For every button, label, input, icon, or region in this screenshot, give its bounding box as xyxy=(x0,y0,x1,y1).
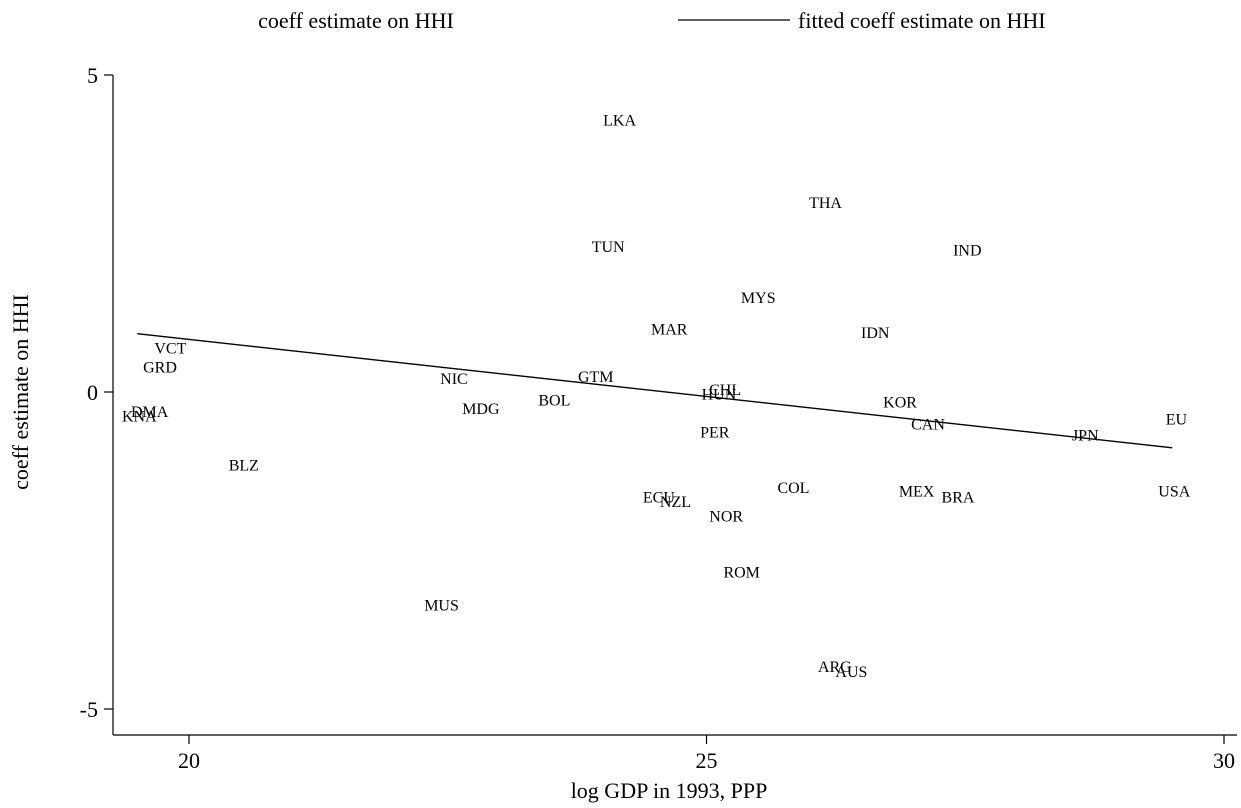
point-label-vct: VCT xyxy=(154,341,186,358)
y-axis-title: coeff estimate on HHI xyxy=(8,294,33,490)
y-tick-label: 0 xyxy=(87,380,98,405)
point-label-bol: BOL xyxy=(538,393,570,410)
point-label-idn: IDN xyxy=(861,325,890,342)
point-label-col: COL xyxy=(777,480,809,497)
point-label-blz: BLZ xyxy=(229,457,259,474)
point-label-aus: AUS xyxy=(835,664,867,681)
y-tick-label: 5 xyxy=(87,63,98,88)
point-label-hun: HUN xyxy=(702,386,737,403)
fitted-line xyxy=(137,332,1173,449)
point-label-gtm: GTM xyxy=(578,369,614,386)
x-axis-title: log GDP in 1993, PPP xyxy=(571,778,768,803)
point-label-tha: THA xyxy=(809,195,842,212)
point-label-mus: MUS xyxy=(424,597,459,614)
point-label-kor: KOR xyxy=(883,395,917,412)
x-tick-label: 30 xyxy=(1213,748,1235,773)
point-label-kna: KNA xyxy=(122,408,157,425)
point-label-lka: LKA xyxy=(603,112,636,129)
fitted-line-layer xyxy=(137,332,1173,449)
point-label-jpn: JPN xyxy=(1072,427,1099,444)
point-label-mex: MEX xyxy=(899,483,935,500)
point-label-usa: USA xyxy=(1158,483,1190,500)
point-label-tun: TUN xyxy=(592,239,625,256)
point-label-nor: NOR xyxy=(709,509,743,526)
legend-label-points: coeff estimate on HHI xyxy=(258,8,454,33)
point-label-bra: BRA xyxy=(942,490,975,507)
point-label-arg: ARG xyxy=(818,659,852,676)
point-label-mys: MYS xyxy=(741,290,776,307)
legend: coeff estimate on HHI fitted coeff estim… xyxy=(258,8,1045,33)
point-label-dma: DMA xyxy=(131,404,169,421)
point-label-can: CAN xyxy=(911,417,945,434)
point-label-eu: EU xyxy=(1166,412,1188,429)
point-label-mar: MAR xyxy=(651,322,688,339)
y-axis-ticks: 5 0 -5 xyxy=(80,63,113,722)
legend-label-fitted: fitted coeff estimate on HHI xyxy=(798,8,1046,33)
x-tick-label: 25 xyxy=(696,748,718,773)
point-label-rom: ROM xyxy=(723,564,759,581)
y-tick-label: -5 xyxy=(80,697,98,722)
point-label-ecu: ECU xyxy=(643,490,675,507)
x-axis-ticks: 20 25 30 xyxy=(178,735,1235,773)
x-tick-label: 20 xyxy=(178,748,200,773)
point-label-chl: CHL xyxy=(709,382,741,399)
point-label-nic: NIC xyxy=(440,371,468,388)
point-label-ind: IND xyxy=(953,242,981,259)
point-label-grd: GRD xyxy=(143,360,177,377)
point-label-nzl: NZL xyxy=(660,494,691,511)
point-label-per: PER xyxy=(700,424,730,441)
point-label-mdg: MDG xyxy=(462,401,500,418)
